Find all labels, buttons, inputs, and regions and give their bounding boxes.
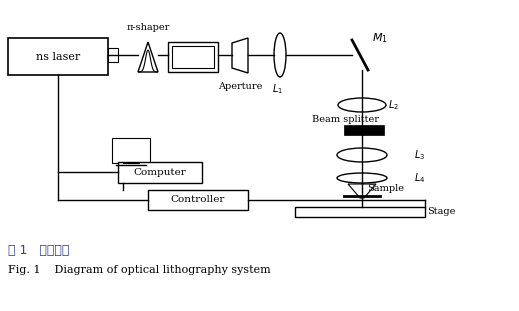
Text: Aperture: Aperture [218,82,262,91]
Text: Computer: Computer [133,168,186,177]
Text: Sample: Sample [367,184,404,193]
Text: π-shaper: π-shaper [126,22,170,31]
Bar [295,207,425,217]
Bar [148,190,248,210]
Ellipse shape [338,98,386,112]
Text: $L_4$: $L_4$ [414,171,426,185]
Text: $M_1$: $M_1$ [372,31,388,45]
Text: Stage: Stage [427,207,455,216]
Bar [172,46,214,68]
Bar [168,42,218,72]
Text: Controller: Controller [171,196,225,205]
Bar [112,138,150,163]
Text: ns laser: ns laser [36,52,80,62]
Ellipse shape [337,148,387,162]
Text: 图 1   光刻系统: 图 1 光刻系统 [8,244,70,257]
Text: $L_2$: $L_2$ [388,98,399,112]
Ellipse shape [274,33,286,77]
Text: $L_3$: $L_3$ [414,148,425,162]
Text: $L_1$: $L_1$ [272,82,283,96]
Text: Fig. 1    Diagram of optical lithography system: Fig. 1 Diagram of optical lithography sy… [8,265,271,275]
Text: Beam splitter: Beam splitter [311,115,378,124]
Bar [118,162,202,183]
Bar [344,125,384,135]
Bar [108,48,118,62]
Bar [8,38,108,75]
Ellipse shape [337,173,387,183]
